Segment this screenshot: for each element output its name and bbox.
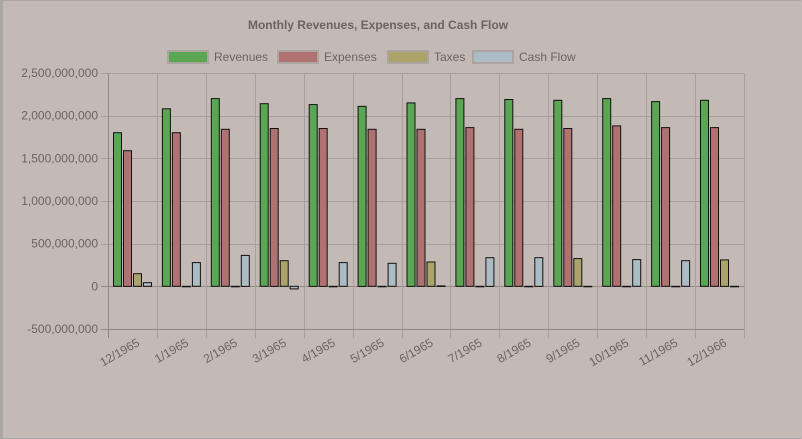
y-tick-label: 0 — [91, 279, 98, 293]
legend-label-revenues[interactable]: Revenues — [214, 50, 268, 64]
bar-cash-flow[interactable] — [143, 282, 152, 287]
bar-expenses[interactable] — [220, 128, 230, 287]
bar-expenses[interactable] — [123, 150, 132, 287]
bar-expenses[interactable] — [367, 128, 377, 287]
bar-revenues[interactable] — [308, 104, 318, 287]
bar-taxes[interactable] — [133, 273, 142, 287]
bar-revenues[interactable] — [113, 132, 122, 287]
legend-swatch-revenues[interactable] — [167, 50, 209, 64]
legend-swatch-cash-flow[interactable] — [472, 50, 514, 64]
bar-expenses[interactable] — [661, 127, 671, 287]
chart-title: Monthly Revenues, Expenses, and Cash Flo… — [248, 18, 509, 32]
bar-cash-flow[interactable] — [338, 262, 348, 287]
x-tick-label: 2/1965 — [201, 335, 240, 366]
bar-expenses[interactable] — [465, 127, 475, 287]
legend-label-expenses[interactable]: Expenses — [324, 50, 377, 64]
bar-taxes[interactable] — [230, 285, 240, 288]
bar-revenues[interactable] — [455, 98, 465, 287]
bar-expenses[interactable] — [514, 128, 524, 287]
y-tick-label: 1,000,000,000 — [21, 194, 98, 208]
bar-taxes[interactable] — [279, 260, 289, 287]
x-tick-label: 12/1965 — [97, 335, 142, 369]
bar-revenues[interactable] — [651, 101, 661, 287]
legend-swatch-taxes[interactable] — [387, 50, 429, 64]
bar-taxes[interactable] — [328, 285, 338, 288]
bar-cash-flow[interactable] — [632, 259, 642, 287]
bar-taxes[interactable] — [426, 261, 436, 287]
bar-cash-flow[interactable] — [485, 257, 495, 287]
x-tick-label: 1/1965 — [152, 335, 191, 366]
bar-taxes[interactable] — [671, 285, 681, 288]
bar-cash-flow[interactable] — [730, 285, 739, 288]
legend-label-cash-flow[interactable]: Cash Flow — [519, 50, 576, 64]
x-tick-label: 12/1966 — [684, 335, 729, 369]
x-tick-label: 3/1965 — [250, 335, 289, 366]
bar-revenues[interactable] — [700, 99, 709, 287]
x-tick-label: 10/1965 — [587, 335, 632, 369]
bar-taxes[interactable] — [524, 285, 534, 288]
bar-cash-flow[interactable] — [289, 285, 299, 290]
x-tick-label: 11/1965 — [636, 335, 680, 369]
bar-expenses[interactable] — [563, 128, 573, 287]
bar-cash-flow[interactable] — [583, 285, 593, 288]
bar-expenses[interactable] — [710, 127, 719, 287]
legend-swatch-expenses[interactable] — [277, 50, 319, 64]
bar-revenues[interactable] — [210, 98, 220, 287]
bar-taxes[interactable] — [720, 259, 729, 287]
x-tick-label: 6/1965 — [397, 335, 436, 366]
y-tick-label: 500,000,000 — [31, 237, 98, 251]
y-tick-label: -500,000,000 — [27, 322, 98, 336]
bar-taxes[interactable] — [475, 285, 485, 288]
bar-expenses[interactable] — [416, 128, 426, 287]
x-tick-label: 7/1965 — [446, 335, 485, 366]
bar-cash-flow[interactable] — [436, 285, 446, 287]
bar-cash-flow[interactable] — [387, 262, 397, 287]
bar-revenues[interactable] — [259, 103, 269, 287]
bar-revenues[interactable] — [504, 99, 514, 287]
y-tick-label: 2,500,000,000 — [21, 66, 98, 80]
x-tick-label: 8/1965 — [495, 335, 534, 366]
bar-revenues[interactable] — [357, 105, 367, 287]
bar-cash-flow[interactable] — [681, 260, 691, 287]
x-tick-label: 9/1965 — [543, 335, 582, 366]
bar-taxes[interactable] — [573, 258, 583, 287]
bar-cash-flow[interactable] — [534, 257, 544, 287]
bar-expenses[interactable] — [269, 128, 279, 287]
x-tick-label: 5/1965 — [348, 335, 387, 366]
bar-expenses[interactable] — [171, 132, 181, 287]
bar-taxes[interactable] — [377, 285, 387, 288]
y-tick-label: 2,000,000,000 — [21, 109, 98, 123]
legend: Revenues Expenses Taxes Cash Flow — [167, 50, 576, 64]
legend-label-taxes[interactable]: Taxes — [434, 50, 465, 64]
bar-expenses[interactable] — [318, 128, 328, 287]
axes — [101, 73, 744, 338]
bar-expenses[interactable] — [612, 125, 622, 287]
bar-taxes[interactable] — [622, 285, 632, 288]
bar-taxes[interactable] — [181, 285, 191, 288]
bar-cash-flow[interactable] — [191, 262, 201, 287]
bar-revenues[interactable] — [553, 99, 563, 287]
bar-revenues[interactable] — [602, 98, 612, 287]
bar-revenues[interactable] — [406, 102, 416, 287]
bars — [113, 98, 739, 290]
bar-cash-flow[interactable] — [240, 254, 250, 287]
y-tick-label: 1,500,000,000 — [21, 151, 98, 165]
x-tick-label: 4/1965 — [299, 335, 338, 366]
bar-revenues[interactable] — [161, 108, 171, 287]
